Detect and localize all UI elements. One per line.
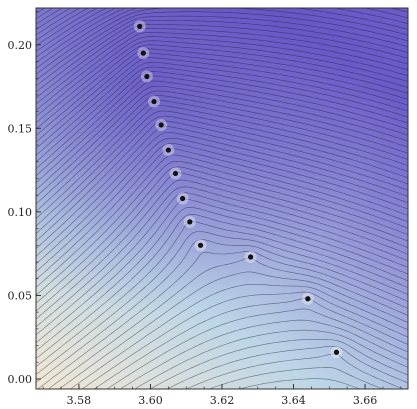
data-point bbox=[162, 144, 175, 157]
data-point bbox=[169, 167, 182, 180]
plot-area bbox=[36, 8, 408, 389]
x-axis: 3.58 3.60 3.62 3.64 3.66 bbox=[42, 384, 402, 407]
data-point bbox=[194, 239, 207, 252]
data-point bbox=[133, 20, 146, 33]
y-tick-label: 0.05 bbox=[8, 289, 33, 302]
x-tick-label: 3.60 bbox=[138, 394, 163, 407]
x-tick-label: 3.64 bbox=[281, 394, 306, 407]
data-point bbox=[140, 70, 153, 83]
data-point bbox=[183, 215, 196, 228]
y-tick-label: 0.00 bbox=[8, 373, 33, 386]
y-tick-label: 0.20 bbox=[8, 39, 33, 52]
x-tick-label: 3.58 bbox=[67, 394, 92, 407]
data-point bbox=[301, 292, 314, 305]
data-point bbox=[137, 47, 150, 60]
x-tick-label: 3.62 bbox=[210, 394, 235, 407]
data-point bbox=[244, 250, 257, 263]
y-tick-label: 0.10 bbox=[8, 206, 33, 219]
y-tick-label: 0.15 bbox=[8, 122, 33, 135]
data-point bbox=[155, 118, 168, 131]
data-point bbox=[330, 346, 343, 359]
y-axis: 0.00 0.05 0.10 0.15 0.20 bbox=[8, 10, 41, 386]
data-points bbox=[133, 20, 343, 359]
x-tick-label: 3.66 bbox=[353, 394, 378, 407]
data-point bbox=[176, 192, 189, 205]
plot-glow bbox=[36, 8, 408, 389]
data-point bbox=[148, 95, 161, 108]
